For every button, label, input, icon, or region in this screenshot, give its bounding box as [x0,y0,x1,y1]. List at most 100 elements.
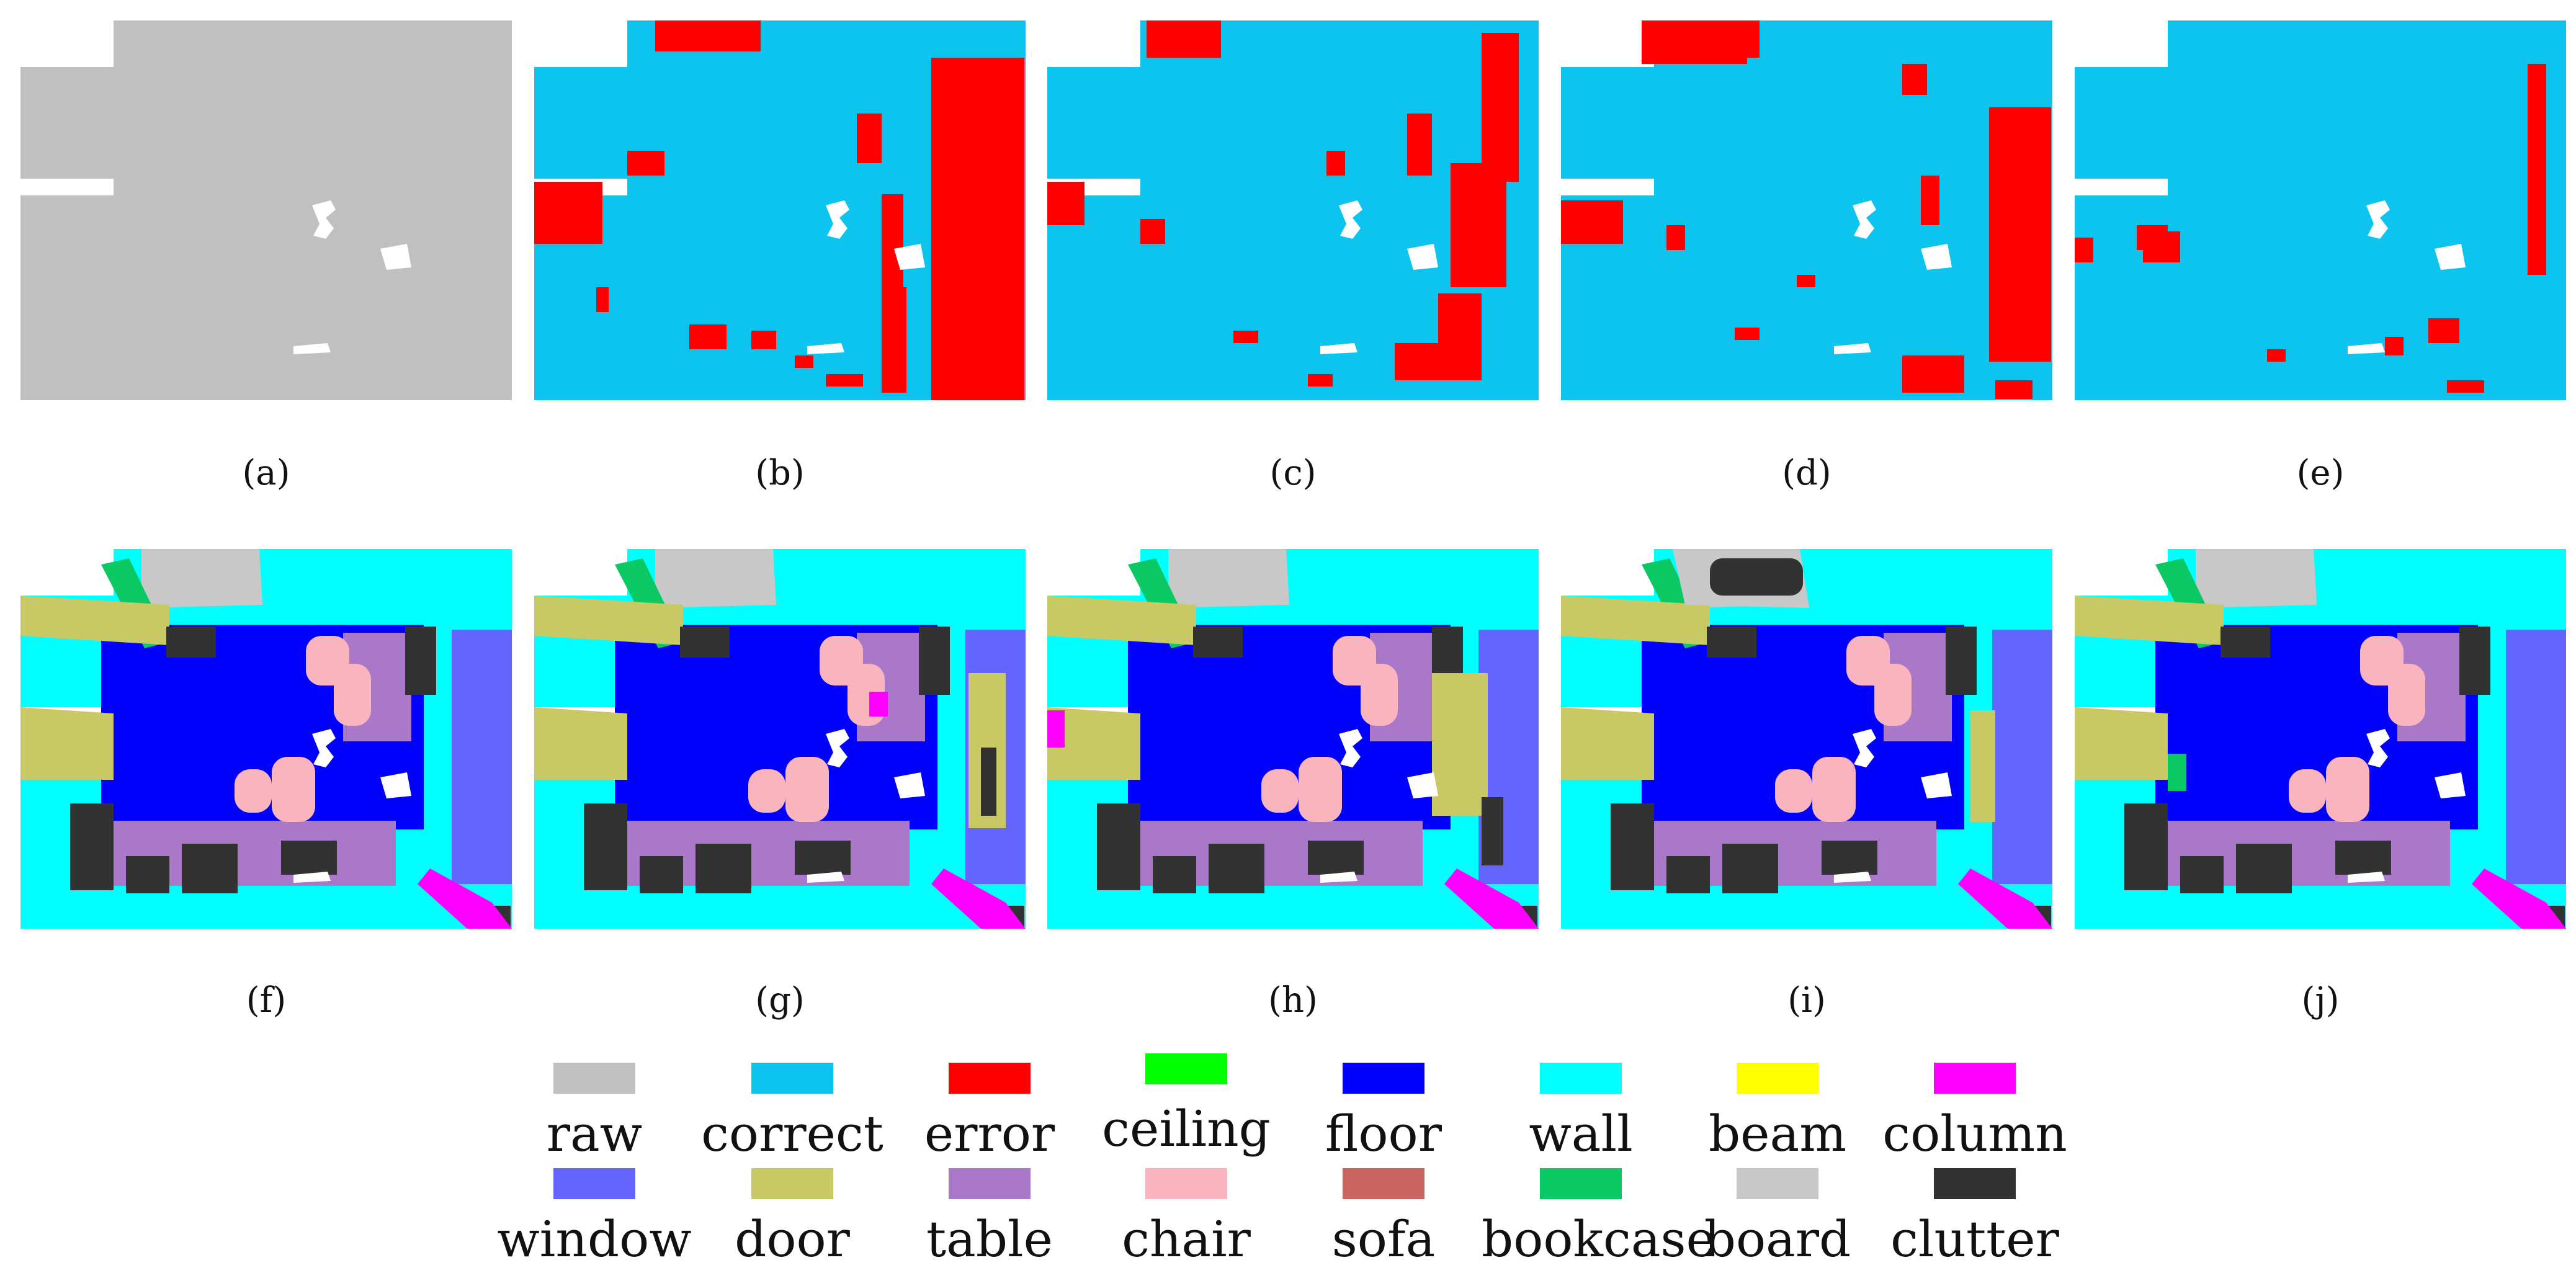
error-region [857,114,882,163]
error-region [1451,163,1506,287]
error-region [1902,64,1927,95]
caption-g: (g) [755,980,805,1021]
point-cloud-d [1561,20,2052,400]
legend-swatch-sofa [1343,1168,1424,1199]
point-cloud-g [534,549,1026,929]
legend-label-correct: correct [701,1105,883,1163]
error-region [1140,219,1165,244]
error-region [1642,20,1747,64]
point-cloud-f [20,549,512,929]
error-region [882,194,903,293]
error-region [1047,182,1085,225]
error-region [534,182,602,244]
legend-swatch-window [553,1168,635,1199]
panel-a [20,20,512,400]
error-region [882,287,906,393]
legend-label-door: door [735,1210,850,1268]
legend-label-raw: raw [546,1105,643,1163]
caption-i: (i) [1787,980,1826,1021]
legend-swatch-column [1934,1063,2016,1094]
error-region [1989,107,2051,362]
legend-label-sofa: sofa [1331,1210,1436,1268]
error-region [1747,20,1760,58]
panel-g [534,549,1026,929]
panel-h [1047,549,1539,929]
legend-swatch-clutter [1934,1168,2016,1199]
legend-swatch-table [949,1168,1031,1199]
legend-label-chair: chair [1122,1210,1251,1268]
legend-label-wall: wall [1529,1105,1633,1163]
legend-label-ceiling: ceiling [1102,1100,1271,1158]
error-region [795,355,813,368]
point-cloud-c [1047,20,1539,400]
error-region [751,331,776,349]
error-region [596,287,609,312]
error-region [689,324,727,349]
error-region [2075,238,2093,262]
error-region [1921,176,1939,225]
error-region [2267,349,2286,362]
error-region [1326,151,1345,176]
error-region [1233,331,1258,343]
legend-label-bookcase: bookcase [1482,1210,1715,1268]
caption-d: (d) [1782,453,1831,493]
error-region [1797,275,1815,287]
error-region [1735,328,1760,340]
error-region [1482,33,1519,182]
legend-swatch-wall [1540,1063,1622,1094]
legend-swatch-door [751,1168,833,1199]
error-region [1395,343,1451,380]
panel-b [534,20,1026,400]
point-cloud-i [1561,549,2052,929]
point-cloud-a [20,20,512,400]
caption-a: (a) [242,453,290,493]
point-cloud-h [1047,549,1539,929]
legend-label-beam: beam [1708,1105,1847,1163]
legend-label-window: window [497,1210,692,1268]
panel-d [1561,20,2052,400]
caption-j: (j) [2301,980,2340,1021]
error-region [1902,355,1964,393]
legend-label-board: board [1704,1210,1851,1268]
legend-swatch-correct [751,1063,833,1094]
error-region [1308,374,1333,386]
error-region [2447,380,2484,393]
point-cloud-e [2075,20,2566,400]
panel-e [2075,20,2566,400]
error-region [1561,200,1623,244]
legend-swatch-ceiling [1145,1053,1227,1084]
legend-swatch-bookcase [1540,1168,1622,1199]
legend-label-column: column [1882,1105,2067,1163]
caption-c: (c) [1269,453,1317,493]
error-region [931,58,1024,400]
legend-swatch-beam [1737,1063,1818,1094]
point-cloud-b [534,20,1026,400]
error-region [2428,318,2459,343]
error-region [1407,114,1432,176]
panel-c [1047,20,1539,400]
error-region [2143,231,2180,262]
error-region [1666,225,1685,250]
caption-e: (e) [2296,453,2345,493]
legend-swatch-chair [1145,1168,1227,1199]
legend-label-error: error [924,1105,1055,1163]
legend-label-clutter: clutter [1890,1210,2059,1268]
legend-swatch-floor [1343,1063,1424,1094]
caption-h: (h) [1268,980,1318,1021]
legend-label-table: table [926,1210,1053,1268]
error-region [655,20,761,51]
error-region [627,151,664,176]
legend-label-floor: floor [1325,1105,1442,1163]
panel-f [20,549,512,929]
point-cloud-j [2075,549,2566,929]
legend-swatch-raw [553,1063,635,1094]
error-region [1995,380,2033,399]
error-region [2385,337,2404,355]
legend-swatch-error [949,1063,1031,1094]
error-region [826,374,863,386]
panel-j [2075,549,2566,929]
panel-i [1561,549,2052,929]
caption-b: (b) [755,453,805,493]
caption-f: (f) [246,980,287,1021]
error-region [1147,20,1221,58]
